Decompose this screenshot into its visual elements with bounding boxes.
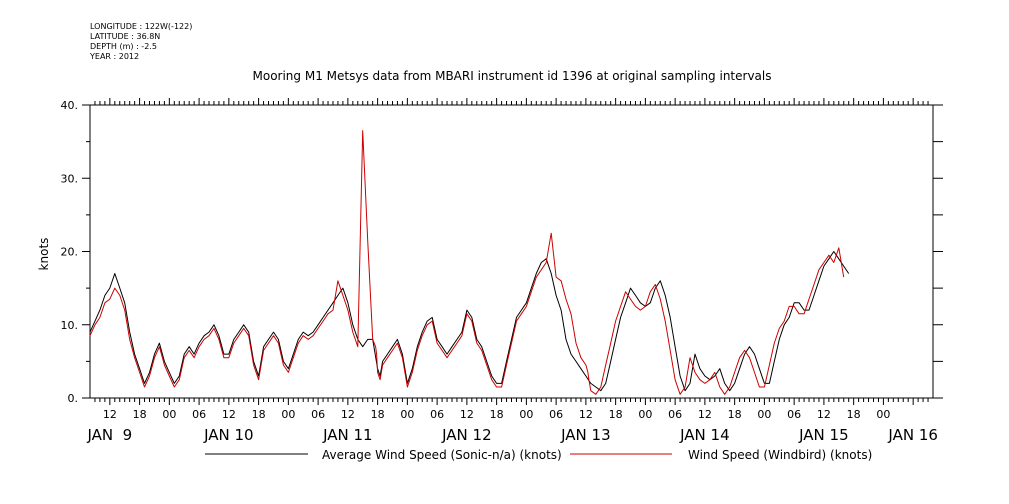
x-hour-label: 00 (281, 408, 295, 421)
depth-text: DEPTH (m) : -2.5 (90, 42, 157, 51)
legend-label-windbird: Wind Speed (Windbird) (knots) (688, 448, 872, 462)
x-hour-label: 18 (847, 408, 861, 421)
x-day-label: JAN 12 (441, 426, 492, 444)
x-hour-label: 00 (162, 408, 176, 421)
x-hour-label: 18 (609, 408, 623, 421)
latitude-text: LATITUDE : 36.8N (90, 32, 161, 41)
y-tick-label: 0. (68, 392, 79, 405)
x-hour-label: 18 (490, 408, 504, 421)
x-hour-label: 12 (103, 408, 117, 421)
y-axis-label: knots (37, 238, 51, 271)
x-hour-label: 06 (549, 408, 563, 421)
y-tick-label: 30. (61, 172, 79, 185)
x-hour-label: 12 (579, 408, 593, 421)
x-hour-label: 00 (876, 408, 890, 421)
y-tick-label: 20. (61, 246, 79, 259)
x-hour-label: 12 (222, 408, 236, 421)
longitude-text: LONGITUDE : 122W(-122) (90, 22, 193, 31)
plot-frame (89, 104, 934, 399)
x-hour-label: 06 (430, 408, 444, 421)
legend: Average Wind Speed (Sonic-n/a) (knots) W… (205, 448, 872, 462)
chart-title: Mooring M1 Metsys data from MBARI instru… (253, 69, 772, 83)
year-text: YEAR : 2012 (90, 52, 140, 61)
x-hour-label: 18 (133, 408, 147, 421)
x-hour-label: 12 (460, 408, 474, 421)
x-hour-label: 00 (757, 408, 771, 421)
y-tick-label: 10. (61, 319, 79, 332)
x-hour-label: 00 (519, 408, 533, 421)
x-axis: 12 18 00 06 12 18 00 06 12 18 00 06 12 18 00 06 12 18 00 06… (86, 98, 938, 444)
x-day-label: JAN 16 (887, 426, 938, 444)
x-hour-label: 18 (728, 408, 742, 421)
x-hour-label: 06 (787, 408, 801, 421)
x-hour-label: 18 (371, 408, 385, 421)
series-line-windbird (89, 130, 845, 395)
x-hour-label: 12 (341, 408, 355, 421)
y-tick-label: 40. (61, 99, 79, 112)
x-hour-label: 06 (192, 408, 206, 421)
x-hour-label: 06 (311, 408, 325, 421)
x-hour-label: 00 (400, 408, 414, 421)
x-day-label: JAN 11 (322, 426, 373, 444)
x-day-label: JAN 9 (86, 426, 132, 444)
x-hour-label: 18 (252, 408, 266, 421)
series-line-average (89, 251, 850, 392)
metadata-block: LONGITUDE : 122W(-122) LATITUDE : 36.8N … (90, 22, 192, 62)
x-day-label: JAN 13 (560, 426, 611, 444)
x-day-label: JAN 15 (798, 426, 849, 444)
series-lines (89, 130, 850, 395)
y-axis: 0. 10. 20. 30. 40. (61, 99, 943, 405)
x-day-label: JAN 10 (203, 426, 254, 444)
x-hour-label: 00 (638, 408, 652, 421)
x-hour-label: 12 (698, 408, 712, 421)
legend-label-average: Average Wind Speed (Sonic-n/a) (knots) (322, 448, 562, 462)
x-hour-label: 12 (817, 408, 831, 421)
x-hour-label: 06 (668, 408, 682, 421)
x-day-label: JAN 14 (679, 426, 730, 444)
